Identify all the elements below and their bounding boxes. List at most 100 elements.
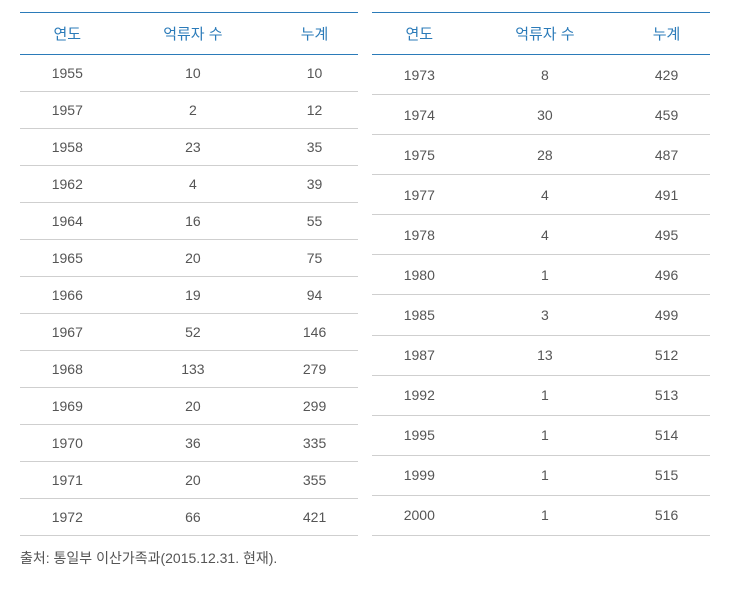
cell-cumulative: 512 [623, 335, 710, 375]
left-table-body: 1955101019572121958233519624391964165519… [20, 55, 358, 536]
cell-year: 1966 [20, 277, 115, 314]
cell-count: 1 [467, 415, 624, 455]
cell-cumulative: 39 [271, 166, 358, 203]
cell-count: 4 [467, 175, 624, 215]
table-row: 19921513 [372, 375, 710, 415]
table-row: 19738429 [372, 55, 710, 95]
cell-year: 1971 [20, 462, 115, 499]
cell-count: 133 [115, 351, 272, 388]
table-row: 197266421 [20, 499, 358, 536]
cell-cumulative: 335 [271, 425, 358, 462]
col-count-header: 억류자 수 [467, 13, 624, 55]
cell-cumulative: 94 [271, 277, 358, 314]
cell-count: 1 [467, 255, 624, 295]
cell-count: 1 [467, 495, 624, 535]
cell-count: 1 [467, 375, 624, 415]
cell-year: 1972 [20, 499, 115, 536]
cell-cumulative: 279 [271, 351, 358, 388]
table-row: 196920299 [20, 388, 358, 425]
cell-cumulative: 55 [271, 203, 358, 240]
cell-count: 8 [467, 55, 624, 95]
cell-cumulative: 515 [623, 455, 710, 495]
cell-count: 23 [115, 129, 272, 166]
cell-cumulative: 499 [623, 295, 710, 335]
right-table-body: 1973842919743045919752848719774491197844… [372, 55, 710, 536]
col-cumulative-header: 누계 [623, 13, 710, 55]
cell-cumulative: 10 [271, 55, 358, 92]
cell-count: 10 [115, 55, 272, 92]
cell-count: 16 [115, 203, 272, 240]
left-table: 연도 억류자 수 누계 1955101019572121958233519624… [20, 12, 358, 536]
cell-year: 1978 [372, 215, 467, 255]
cell-count: 20 [115, 462, 272, 499]
cell-count: 28 [467, 135, 624, 175]
cell-count: 52 [115, 314, 272, 351]
cell-cumulative: 35 [271, 129, 358, 166]
table-row: 19652075 [20, 240, 358, 277]
table-row: 19551010 [20, 55, 358, 92]
cell-count: 2 [115, 92, 272, 129]
table-row: 19661994 [20, 277, 358, 314]
table-row: 198713512 [372, 335, 710, 375]
table-row: 19784495 [372, 215, 710, 255]
tables-container: 연도 억류자 수 누계 1955101019572121958233519624… [20, 12, 710, 536]
cell-year: 1995 [372, 415, 467, 455]
cell-count: 20 [115, 240, 272, 277]
table-row: 197120355 [20, 462, 358, 499]
cell-cumulative: 75 [271, 240, 358, 277]
right-table: 연도 억류자 수 누계 1973842919743045919752848719… [372, 12, 710, 536]
cell-year: 2000 [372, 495, 467, 535]
table-header-row: 연도 억류자 수 누계 [372, 13, 710, 55]
table-row: 20001516 [372, 495, 710, 535]
table-row: 19774491 [372, 175, 710, 215]
table-row: 1962439 [20, 166, 358, 203]
cell-count: 36 [115, 425, 272, 462]
cell-year: 1975 [372, 135, 467, 175]
cell-year: 1977 [372, 175, 467, 215]
cell-year: 1969 [20, 388, 115, 425]
cell-cumulative: 513 [623, 375, 710, 415]
cell-year: 1985 [372, 295, 467, 335]
col-year-header: 연도 [20, 13, 115, 55]
table-row: 19801496 [372, 255, 710, 295]
cell-count: 66 [115, 499, 272, 536]
cell-year: 1968 [20, 351, 115, 388]
table-header-row: 연도 억류자 수 누계 [20, 13, 358, 55]
cell-year: 1987 [372, 335, 467, 375]
cell-count: 19 [115, 277, 272, 314]
cell-cumulative: 421 [271, 499, 358, 536]
table-row: 197036335 [20, 425, 358, 462]
table-row: 19582335 [20, 129, 358, 166]
table-row: 1957212 [20, 92, 358, 129]
cell-count: 4 [115, 166, 272, 203]
table-row: 196752146 [20, 314, 358, 351]
cell-count: 13 [467, 335, 624, 375]
cell-cumulative: 299 [271, 388, 358, 425]
col-count-header: 억류자 수 [115, 13, 272, 55]
cell-count: 3 [467, 295, 624, 335]
cell-year: 1967 [20, 314, 115, 351]
cell-year: 1999 [372, 455, 467, 495]
table-row: 19951514 [372, 415, 710, 455]
cell-year: 1974 [372, 95, 467, 135]
cell-cumulative: 146 [271, 314, 358, 351]
cell-count: 30 [467, 95, 624, 135]
source-citation: 출처: 통일부 이산가족과(2015.12.31. 현재). [20, 548, 710, 568]
cell-year: 1962 [20, 166, 115, 203]
col-cumulative-header: 누계 [271, 13, 358, 55]
cell-cumulative: 12 [271, 92, 358, 129]
cell-cumulative: 516 [623, 495, 710, 535]
cell-year: 1965 [20, 240, 115, 277]
table-row: 19853499 [372, 295, 710, 335]
cell-year: 1980 [372, 255, 467, 295]
cell-year: 1973 [372, 55, 467, 95]
table-row: 19991515 [372, 455, 710, 495]
cell-cumulative: 355 [271, 462, 358, 499]
cell-count: 20 [115, 388, 272, 425]
cell-year: 1992 [372, 375, 467, 415]
cell-year: 1958 [20, 129, 115, 166]
cell-cumulative: 496 [623, 255, 710, 295]
cell-cumulative: 514 [623, 415, 710, 455]
cell-cumulative: 459 [623, 95, 710, 135]
cell-cumulative: 429 [623, 55, 710, 95]
